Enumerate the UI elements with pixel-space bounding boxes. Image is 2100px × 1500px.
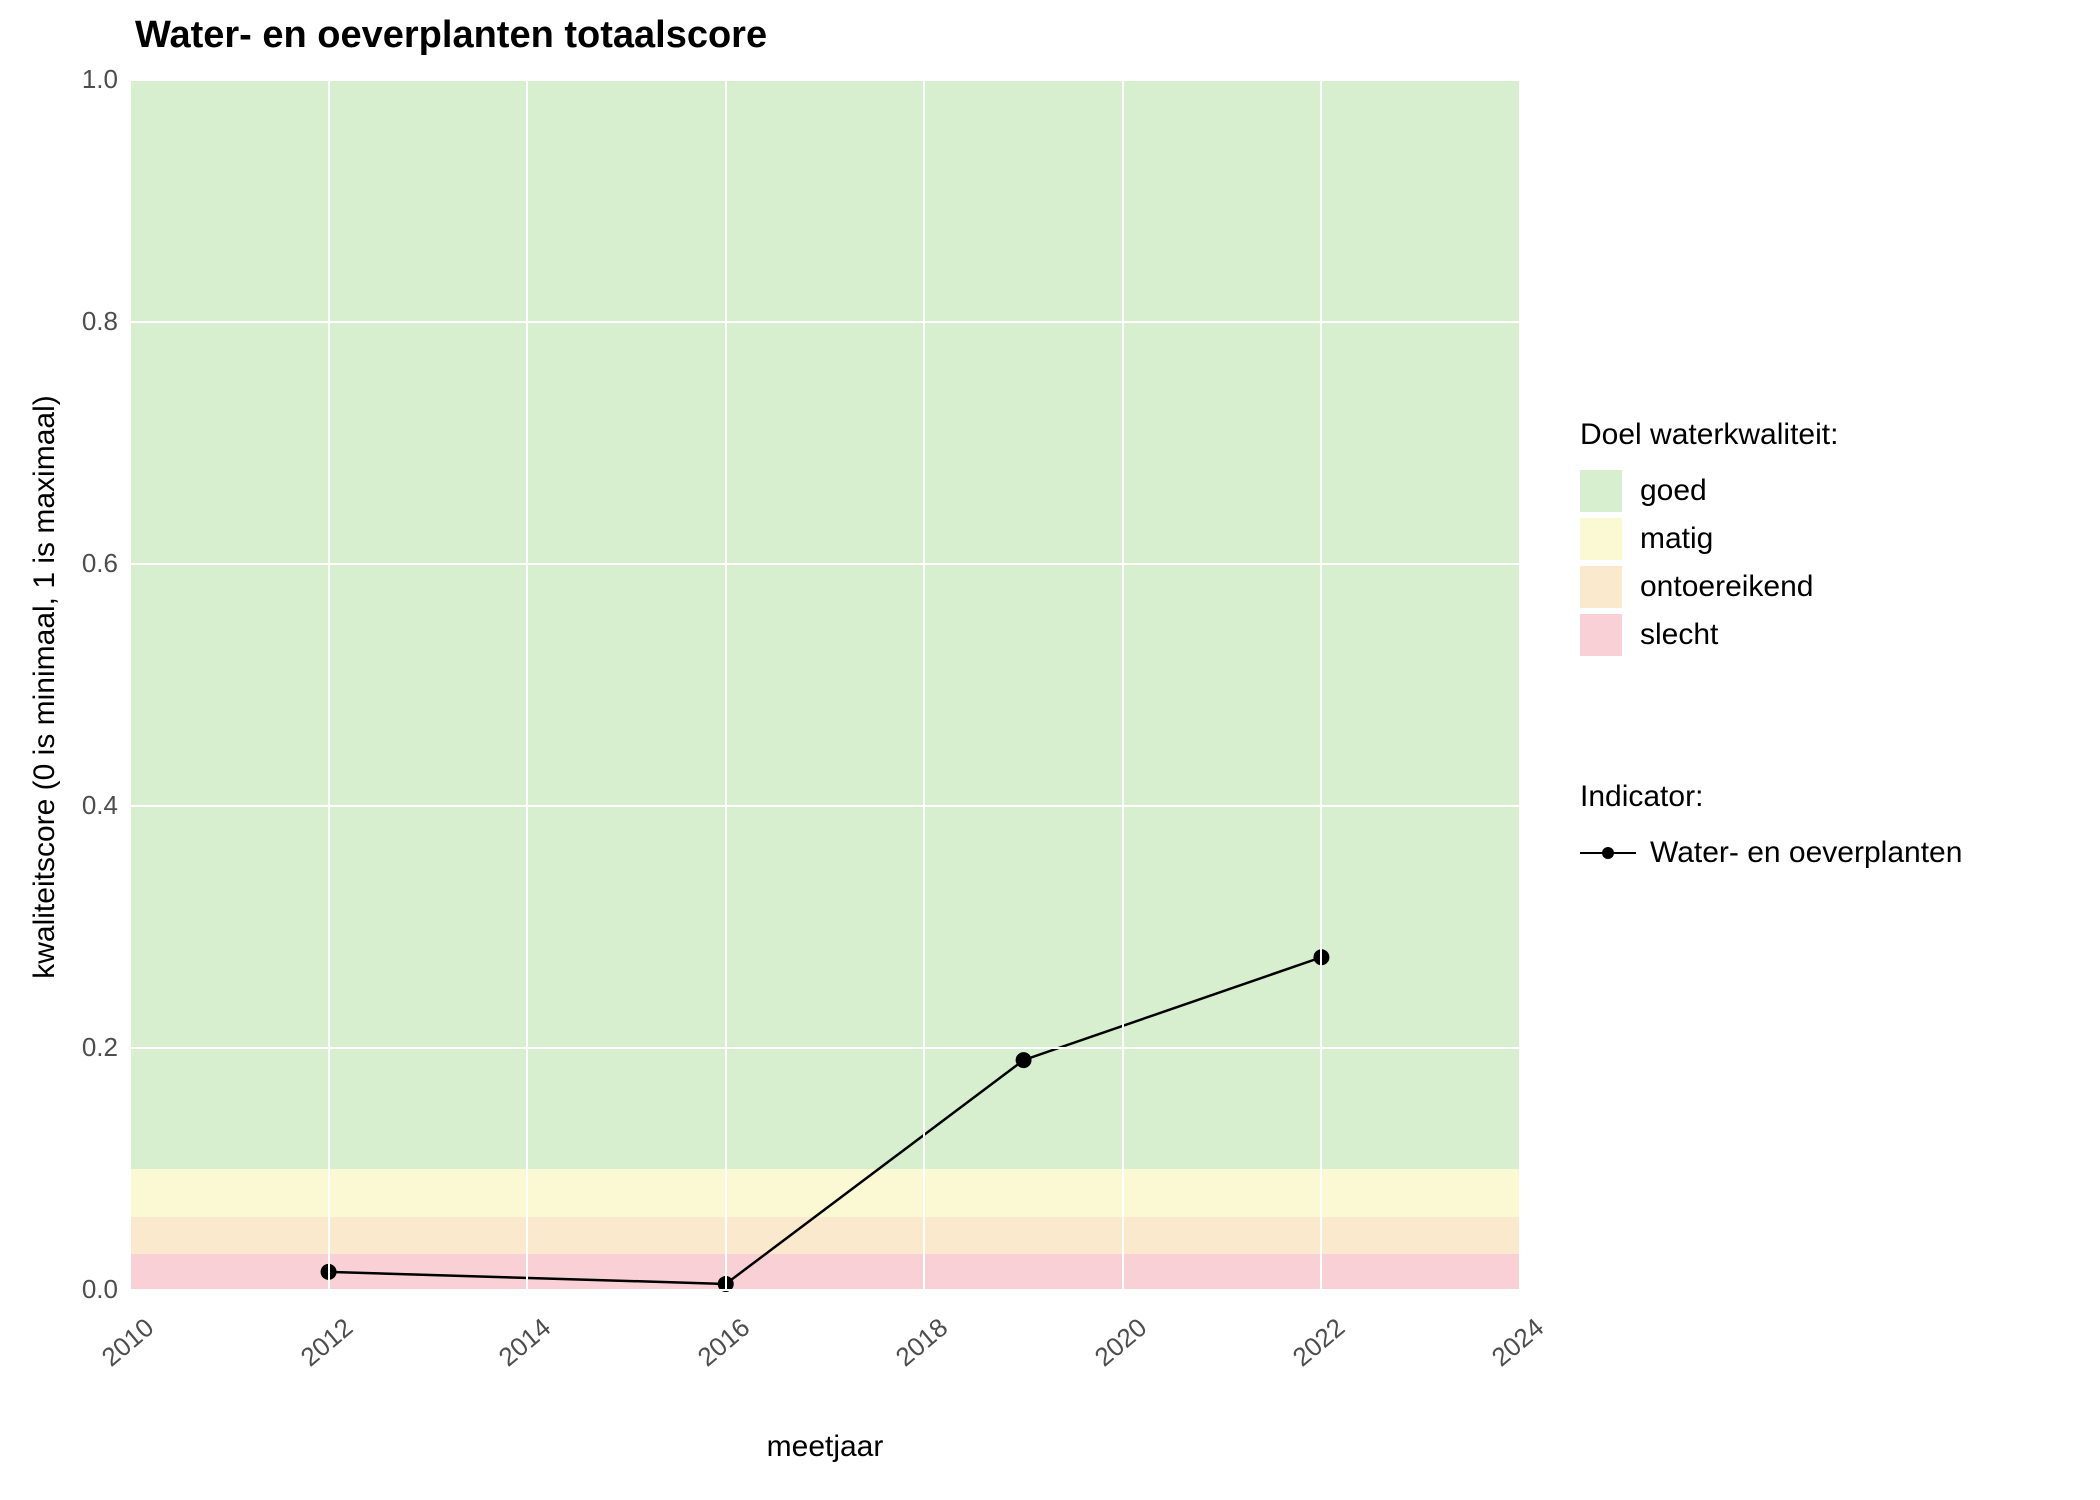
gridline-vertical (725, 80, 727, 1290)
gridline-horizontal (130, 321, 1520, 323)
y-tick-label: 1.0 (82, 64, 118, 95)
legend-indicator-label: Water- en oeverplanten (1650, 836, 1962, 870)
gridline-vertical (328, 80, 330, 1290)
plot-area (130, 80, 1520, 1290)
legend-indicator: Indicator: Water- en oeverplanten (1580, 780, 1962, 880)
legend-band-label: matig (1640, 522, 1713, 556)
legend-quality-bands: Doel waterkwaliteit: goed matig ontoereike… (1580, 418, 1838, 662)
legend-line-swatch (1580, 832, 1636, 874)
x-tick-label: 2012 (277, 1312, 358, 1387)
gridline-horizontal (130, 79, 1520, 81)
x-axis-label: meetjaar (725, 1430, 925, 1464)
gridline-vertical (129, 80, 131, 1290)
y-tick-label: 0.8 (82, 306, 118, 337)
gridline-horizontal (130, 1047, 1520, 1049)
legend-swatch (1580, 518, 1622, 560)
legend-swatch (1580, 470, 1622, 512)
gridline-vertical (1320, 80, 1322, 1290)
gridline-vertical (1122, 80, 1124, 1290)
x-tick-label: 2010 (79, 1312, 160, 1387)
legend-indicator-title: Indicator: (1580, 780, 1962, 814)
legend-band-item: ontoereikend (1580, 566, 1838, 608)
y-tick-label: 0.2 (82, 1032, 118, 1063)
x-tick-label: 2018 (873, 1312, 954, 1387)
gridline-vertical (1519, 80, 1521, 1290)
legend-band-item: matig (1580, 518, 1838, 560)
legend-band-label: ontoereikend (1640, 570, 1813, 604)
legend-bands-title: Doel waterkwaliteit: (1580, 418, 1838, 452)
gridline-horizontal (130, 563, 1520, 565)
gridline-horizontal (130, 1289, 1520, 1291)
y-tick-label: 0.4 (82, 790, 118, 821)
legend-band-item: goed (1580, 470, 1838, 512)
legend-swatch (1580, 614, 1622, 656)
gridline-horizontal (130, 805, 1520, 807)
x-tick-label: 2016 (674, 1312, 755, 1387)
chart-container: { "chart": { "type": "line", "title": "W… (0, 0, 2100, 1500)
gridline-vertical (923, 80, 925, 1290)
series-line (329, 957, 1322, 1284)
x-tick-label: 2014 (476, 1312, 557, 1387)
data-point (1016, 1052, 1032, 1068)
y-tick-label: 0.6 (82, 548, 118, 579)
x-tick-label: 2022 (1270, 1312, 1351, 1387)
y-axis-label: kwaliteitscore (0 is minimaal, 1 is maxi… (28, 82, 62, 1292)
chart-title: Water- en oeverplanten totaalscore (135, 14, 767, 57)
legend-indicator-item: Water- en oeverplanten (1580, 832, 1962, 874)
x-tick-label: 2024 (1469, 1312, 1550, 1387)
y-tick-label: 0.0 (82, 1274, 118, 1305)
legend-band-label: slecht (1640, 618, 1718, 652)
data-layer (130, 80, 1520, 1290)
legend-band-label: goed (1640, 474, 1707, 508)
legend-swatch (1580, 566, 1622, 608)
x-tick-label: 2020 (1072, 1312, 1153, 1387)
legend-band-item: slecht (1580, 614, 1838, 656)
gridline-vertical (526, 80, 528, 1290)
